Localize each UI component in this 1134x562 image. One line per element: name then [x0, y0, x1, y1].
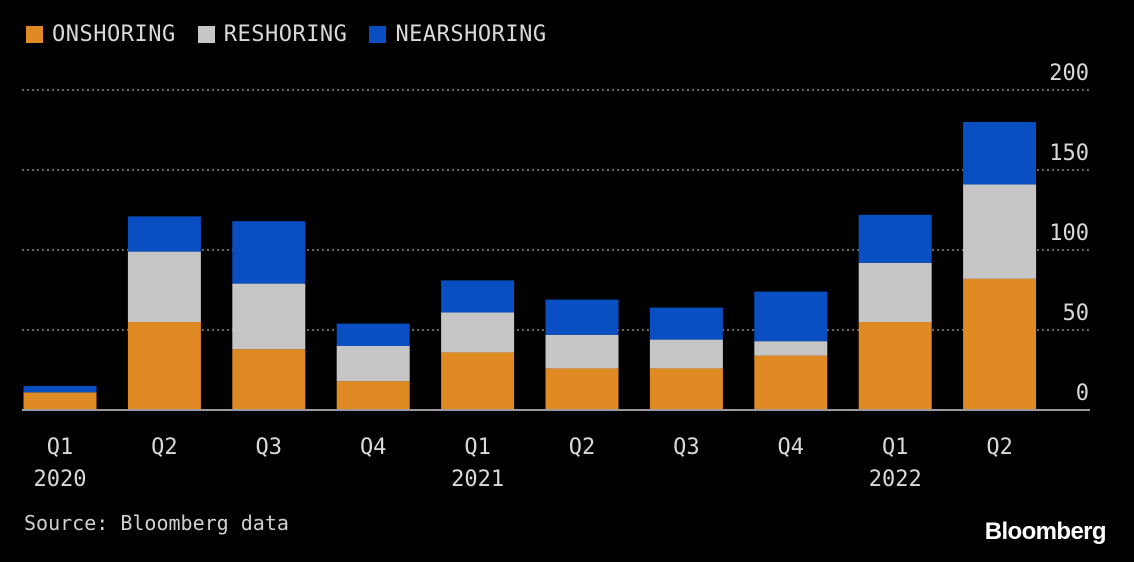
bar-nearshoring-9 — [858, 214, 932, 263]
legend-swatch-nearshoring — [369, 26, 387, 43]
bar-reshoring-7 — [649, 339, 723, 369]
bar-nearshoring-5 — [441, 280, 515, 313]
bar-nearshoring-10 — [963, 122, 1037, 185]
bloomberg-logo: Bloomberg — [984, 518, 1107, 545]
bar-reshoring-2 — [127, 251, 201, 322]
bar-onshoring-4 — [336, 381, 410, 410]
legend-item-reshoring: RESHORING — [197, 22, 348, 47]
bar-nearshoring-7 — [649, 307, 723, 340]
legend-item-nearshoring: NEARSHORING — [369, 22, 546, 47]
bar-onshoring-6 — [545, 368, 619, 410]
bar-nearshoring-6 — [545, 299, 619, 335]
bar-onshoring-7 — [649, 368, 723, 410]
bar-onshoring-10 — [963, 278, 1037, 410]
x-tick-label-quarter-3: Q3 — [256, 435, 283, 460]
bar-reshoring-10 — [963, 184, 1037, 279]
stacked-bar-chart: 0 50 100 150 200 Q1 2020 Q2 Q3 Q4 Q1 2021 Q2 Q3 Q4 Q1 20… — [22, 61, 1090, 492]
bar-reshoring-9 — [858, 262, 932, 322]
x-tick-label-year-1: 2020 — [34, 467, 87, 492]
legend-label-reshoring: RESHORING — [223, 22, 348, 47]
legend-item-onshoring: ONSHORING — [26, 22, 176, 47]
bar-onshoring-9 — [858, 322, 932, 410]
x-tick-label-year-9: 2022 — [869, 467, 922, 492]
y-tick-label-100: 100 — [1049, 221, 1089, 246]
bar-nearshoring-2 — [127, 216, 201, 252]
legend-swatch-reshoring — [197, 26, 215, 43]
bar-reshoring-5 — [441, 312, 515, 353]
bar-onshoring-5 — [441, 352, 515, 410]
legend-label-onshoring: ONSHORING — [52, 22, 176, 47]
x-tick-label-quarter-1: Q1 — [47, 435, 74, 460]
bar-nearshoring-8 — [754, 291, 828, 342]
x-tick-label-quarter-5: Q1 — [464, 435, 491, 460]
y-tick-label-0: 0 — [1076, 381, 1089, 406]
legend-label-nearshoring: NEARSHORING — [395, 22, 547, 47]
x-tick-label-quarter-2: Q2 — [151, 435, 178, 460]
bar-onshoring-8 — [754, 355, 828, 410]
chart-legend: ONSHORING RESHORING NEARSHORING — [26, 22, 569, 47]
x-tick-label-year-5: 2021 — [451, 467, 504, 492]
source-note: Source: Bloomberg data — [24, 511, 289, 535]
x-tick-label-quarter-6: Q2 — [569, 435, 596, 460]
x-tick-label-quarter-8: Q4 — [778, 435, 805, 460]
bar-onshoring-1 — [23, 392, 97, 410]
legend-swatch-onshoring — [26, 26, 43, 43]
x-tick-label-quarter-7: Q3 — [673, 435, 700, 460]
bar-onshoring-2 — [127, 322, 201, 410]
bar-reshoring-3 — [232, 283, 306, 350]
y-tick-label-50: 50 — [1063, 301, 1090, 326]
bar-reshoring-4 — [336, 346, 410, 382]
bar-reshoring-6 — [545, 334, 619, 369]
bar-nearshoring-1 — [23, 386, 97, 393]
bar-onshoring-3 — [232, 349, 306, 410]
y-tick-label-150: 150 — [1049, 141, 1089, 166]
bar-nearshoring-4 — [336, 323, 410, 346]
bar-nearshoring-3 — [232, 221, 306, 284]
y-tick-label-200: 200 — [1049, 61, 1089, 86]
x-tick-label-quarter-4: Q4 — [360, 435, 387, 460]
x-tick-label-quarter-9: Q1 — [882, 435, 909, 460]
x-tick-label-quarter-10: Q2 — [986, 435, 1013, 460]
bar-reshoring-8 — [754, 341, 828, 356]
